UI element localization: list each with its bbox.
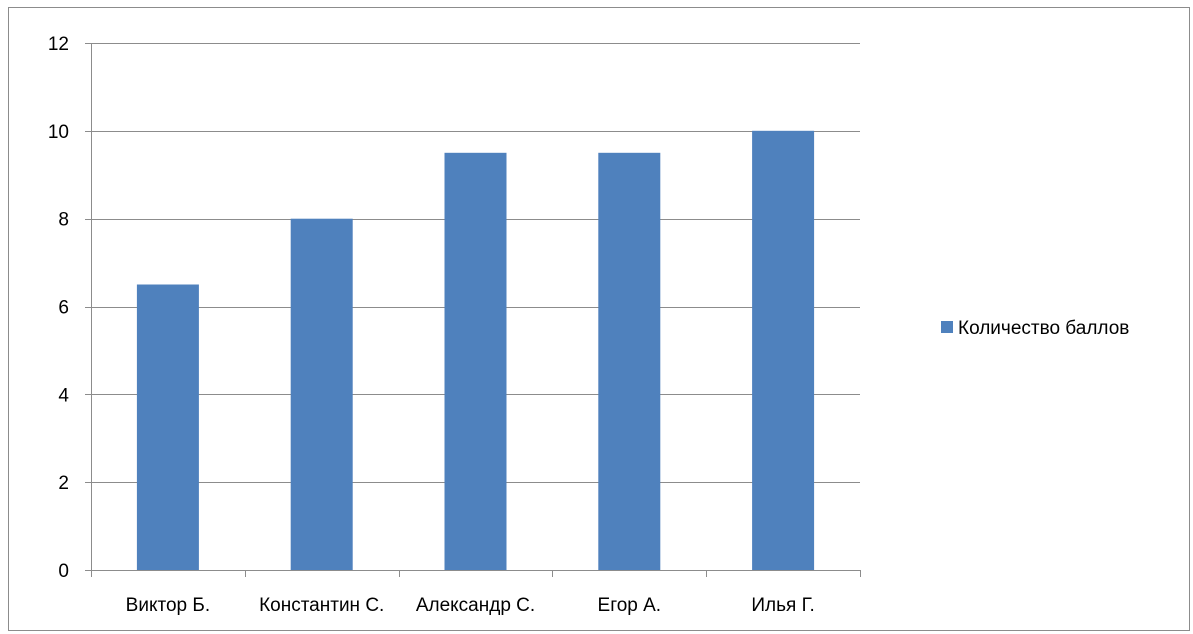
bar xyxy=(752,130,815,571)
bar xyxy=(444,152,507,571)
bar xyxy=(136,284,199,570)
x-tick-label: Илья Г. xyxy=(751,595,814,616)
bar xyxy=(290,218,353,570)
y-tick-label: 10 xyxy=(48,122,69,143)
y-tick-label: 2 xyxy=(58,473,69,494)
gridlines xyxy=(91,43,860,483)
y-tick-label: 4 xyxy=(58,385,69,406)
y-tick-label: 8 xyxy=(58,210,69,231)
bars xyxy=(136,130,815,571)
x-tick-label: Александр С. xyxy=(416,595,535,616)
x-tick-label: Виктор Б. xyxy=(126,595,210,616)
axes xyxy=(85,43,861,577)
y-tick-label: 12 xyxy=(48,34,69,55)
y-tick-label: 0 xyxy=(58,561,69,582)
x-tick-label: Егор А. xyxy=(598,595,662,616)
bar xyxy=(598,152,661,571)
x-tick-label: Константин С. xyxy=(259,595,384,616)
legend-label: Количество баллов xyxy=(958,318,1129,339)
y-tick-label: 6 xyxy=(58,298,69,319)
legend: Количество баллов xyxy=(941,318,1129,339)
legend-swatch xyxy=(941,321,953,333)
y-tick-labels: 0 2 4 6 8 10 12 xyxy=(48,34,70,582)
x-tick-labels: Виктор Б. Константин С. Александр С. Егор А… xyxy=(126,595,815,616)
